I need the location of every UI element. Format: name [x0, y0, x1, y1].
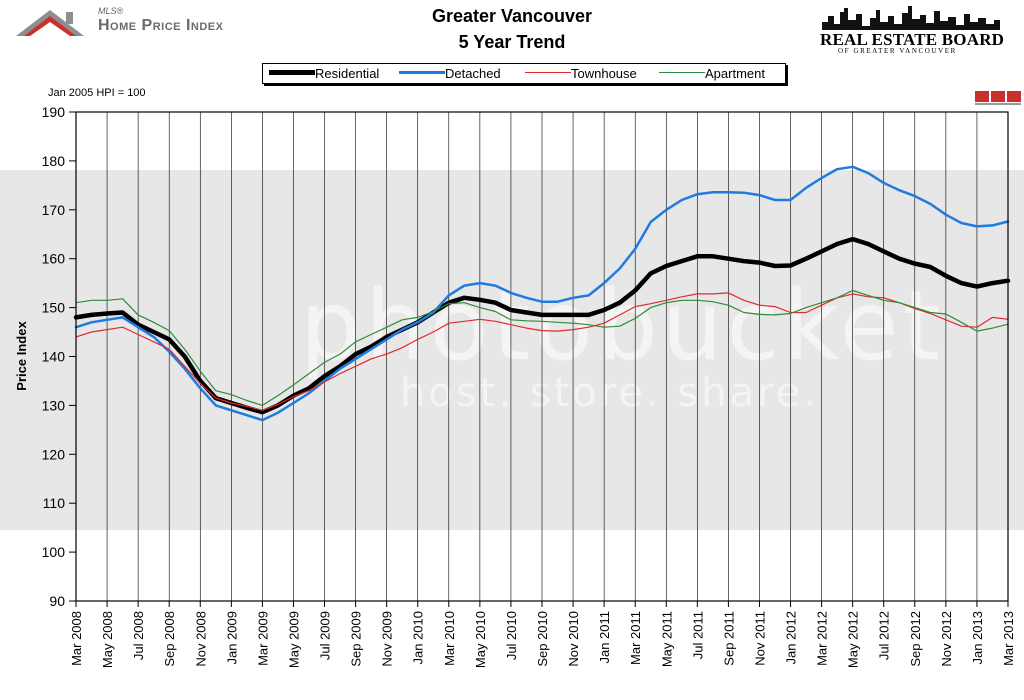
mls-badge-icon [975, 91, 1021, 105]
y-tick-label: 160 [42, 251, 66, 267]
x-tick-label: Mar 2012 [815, 611, 830, 666]
house-roof-icon [16, 10, 84, 36]
x-tick-label: May 2009 [286, 611, 301, 668]
y-tick-label: 100 [42, 544, 66, 560]
x-tick-label: Jul 2012 [877, 611, 892, 660]
x-tick-label: Nov 2009 [380, 611, 395, 667]
x-tick-label: Sep 2009 [349, 611, 364, 667]
x-tick-label: Jul 2011 [690, 611, 705, 659]
city-skyline-icon [822, 6, 1000, 30]
x-tick-label: Jul 2010 [504, 611, 519, 660]
y-tick-label: 140 [42, 349, 66, 365]
real-estate-board-logo: REAL ESTATE BOARD OF GREATER VANCOUVER [818, 4, 1008, 55]
x-tick-label: Mar 2008 [69, 611, 84, 666]
board-name: REAL ESTATE BOARD [820, 30, 1005, 49]
plot-frame [75, 111, 1009, 602]
x-tick-label: Mar 2013 [1001, 611, 1016, 666]
x-tick-label: Jul 2009 [318, 611, 333, 660]
x-tick-label: May 2010 [473, 611, 488, 668]
x-tick-label: Sep 2011 [721, 611, 736, 666]
x-tick-label: Nov 2008 [193, 611, 208, 667]
mls-label: MLS® [98, 6, 124, 16]
legend-label-apartment: Apartment [705, 66, 765, 81]
x-tick-label: Jan 2010 [411, 611, 426, 665]
legend-swatch-apartment [659, 72, 705, 73]
x-tick-label: Jan 2009 [224, 611, 239, 665]
chart-title-line-1: Greater Vancouver [431, 6, 593, 26]
x-tick-label: Sep 2012 [908, 611, 923, 667]
y-tick-label: 120 [42, 446, 66, 462]
x-tick-label: Mar 2011 [628, 611, 643, 665]
y-tick-label: 170 [42, 202, 66, 218]
x-tick-label: May 2011 [659, 611, 674, 667]
x-tick-label: Sep 2008 [162, 611, 177, 667]
legend-swatch-detached [399, 71, 445, 74]
x-tick-label: Nov 2011 [752, 611, 767, 666]
legend-label-townhouse: Townhouse [571, 66, 637, 81]
board-subtitle: OF GREATER VANCOUVER [838, 47, 957, 55]
chart-title-line-2: 5 Year Trend [458, 32, 566, 52]
y-tick-label: 180 [42, 153, 66, 169]
hpi-label: Home Price Index [98, 17, 224, 34]
y-tick-label: 110 [43, 495, 66, 511]
y-axis-label: Price Index [14, 321, 29, 391]
x-tick-label: Jan 2012 [784, 611, 799, 665]
x-tick-label: May 2008 [100, 611, 115, 668]
y-tick-label: 130 [42, 397, 66, 413]
legend-swatch-townhouse [525, 72, 571, 73]
watermark-tagline: host. store. share. [400, 370, 819, 416]
x-tick-label: May 2012 [846, 611, 861, 668]
legend-label-residential: Residential [315, 66, 380, 81]
series-line-townhouse [75, 292, 1009, 411]
x-tick-label: Mar 2010 [442, 611, 457, 666]
series-line-apartment [75, 289, 1009, 406]
chart-legend: Residential Detached Townhouse Apartment [262, 63, 786, 84]
y-tick-label: 190 [42, 104, 66, 120]
y-tick-label: 90 [49, 593, 65, 609]
x-tick-label: Jan 2011 [597, 611, 612, 664]
x-tick-label: Mar 2009 [255, 611, 270, 666]
y-tick-label: 150 [42, 300, 66, 316]
x-tick-label: Nov 2012 [939, 611, 954, 667]
legend-swatch-residential [269, 70, 315, 75]
series-line-detached [74, 165, 1010, 422]
x-tick-label: Nov 2010 [566, 611, 581, 667]
hpi-brand-logo: MLS® Home Price Index [14, 4, 284, 44]
baseline-note: Jan 2005 HPI = 100 [48, 87, 146, 99]
x-tick-label: Jan 2013 [970, 611, 985, 665]
x-tick-label: Sep 2010 [535, 611, 550, 667]
legend-label-detached: Detached [445, 66, 501, 81]
x-tick-label: Jul 2008 [131, 611, 146, 660]
